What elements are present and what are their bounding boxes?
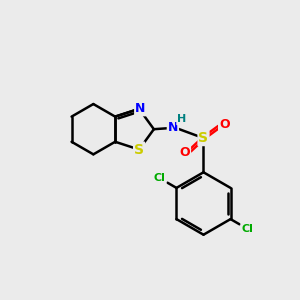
Text: H: H xyxy=(177,114,186,124)
Text: S: S xyxy=(199,131,208,145)
Text: Cl: Cl xyxy=(241,224,253,234)
Text: N: N xyxy=(168,121,178,134)
Text: Cl: Cl xyxy=(154,173,166,183)
Text: N: N xyxy=(135,102,146,115)
Text: O: O xyxy=(179,146,190,160)
Text: S: S xyxy=(134,142,144,157)
Text: O: O xyxy=(219,118,230,131)
